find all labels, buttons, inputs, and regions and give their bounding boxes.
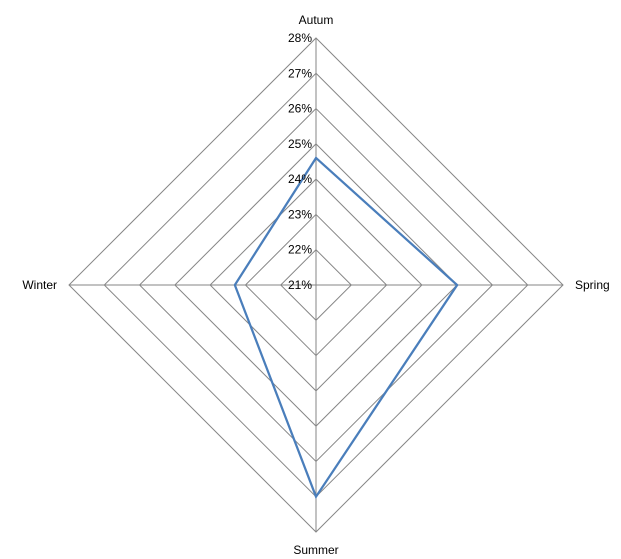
radar-tick-labels: 21% 22% 23% 24% 25% 26% 27% 28% <box>288 31 312 292</box>
radar-series-layer <box>233 156 459 500</box>
radar-axes <box>69 38 563 532</box>
radar-tick-label: 22% <box>288 243 312 257</box>
radar-tick-label: 26% <box>288 102 312 116</box>
radar-tick-label: 25% <box>288 137 312 151</box>
radar-tick-label: 23% <box>288 207 312 221</box>
radar-tick-label: 21% <box>288 278 312 292</box>
radar-category-label: Winter <box>22 278 57 292</box>
radar-tick-label: 27% <box>288 66 312 80</box>
radar-category-label: Autum <box>299 13 334 27</box>
radar-category-label: Summer <box>293 543 338 557</box>
radar-tick-label: 28% <box>288 31 312 45</box>
radar-series-line <box>233 156 459 500</box>
radar-category-labels: Autum Spring Summer Winter <box>22 13 609 557</box>
radar-category-label: Spring <box>575 278 610 292</box>
radar-tick-label: 24% <box>288 172 312 186</box>
